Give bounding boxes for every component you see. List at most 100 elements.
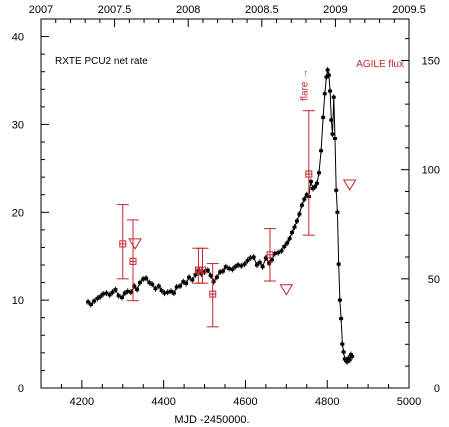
y-right-tick-labels: 0 50 100 150 (422, 55, 440, 395)
x-tick-label: 5000 (397, 396, 421, 408)
rxte-point (147, 281, 152, 285)
rxte-point (263, 256, 268, 260)
rxte-point (272, 252, 277, 256)
top-tick-label: 2008 (176, 4, 200, 16)
agile-point (206, 263, 219, 328)
rxte-point (135, 288, 140, 292)
rxte-point (285, 241, 290, 245)
rxte-point (211, 280, 216, 284)
rxte-point (122, 291, 127, 295)
y-left-tick-labels: 0 10 20 30 40 (12, 32, 24, 395)
rxte-point (119, 296, 124, 300)
rxte-point (248, 256, 253, 260)
rxte-series (86, 66, 355, 365)
rxte-point (287, 237, 292, 241)
rxte-point (270, 258, 275, 262)
rxte-point (184, 281, 189, 285)
rxte-point (113, 288, 118, 292)
rxte-point (260, 265, 265, 269)
rxte-point (218, 270, 223, 274)
rxte-point (279, 249, 284, 253)
rxte-point (299, 203, 304, 207)
agile-point (263, 228, 276, 282)
rxte-point (187, 275, 192, 279)
rxte-point (107, 293, 112, 297)
rxte-point (92, 299, 97, 303)
rxte-point (345, 360, 350, 364)
rxte-point (165, 290, 170, 294)
rxte-point (334, 188, 339, 192)
rxte-point (141, 277, 146, 281)
agile-upper-limits (128, 179, 357, 296)
rxte-point (199, 272, 204, 276)
rxte-point (239, 264, 244, 268)
y-left-tick-label: 0 (18, 383, 24, 395)
rxte-point (329, 118, 334, 122)
rxte-point (110, 290, 115, 294)
rxte-point (132, 284, 137, 288)
rxte-point (332, 136, 337, 140)
top-tick-label: 2009.5 (392, 4, 426, 16)
rxte-point (342, 357, 347, 361)
rxte-point (116, 294, 121, 298)
rxte-point (321, 115, 326, 119)
rxte-point (322, 92, 327, 96)
rxte-point (350, 354, 355, 358)
rxte-point (308, 180, 313, 184)
y-right-tick-label: 0 (434, 383, 440, 395)
agile-label: AGILE flux (356, 59, 404, 70)
rxte-point (257, 260, 262, 264)
rxte-point (326, 73, 331, 77)
agile-series (116, 110, 315, 328)
rxte-point (88, 303, 93, 307)
rxte-point (242, 262, 247, 266)
rxte-point (325, 68, 330, 72)
rxte-point (348, 353, 353, 357)
rxte-point (335, 210, 340, 214)
rxte-point (233, 265, 238, 269)
rxte-point (101, 292, 106, 296)
x-tick-label: 4400 (151, 396, 175, 408)
rxte-point (302, 197, 307, 201)
rxte-point (171, 291, 176, 295)
top-tick-label: 2009 (323, 4, 347, 16)
rxte-point (220, 269, 225, 273)
agile-upper-limit (342, 179, 357, 191)
x-tick-label: 4800 (315, 396, 339, 408)
rxte-point (324, 75, 329, 79)
rxte-point (341, 350, 346, 354)
rxte-point (153, 287, 158, 291)
rxte-point (150, 282, 155, 286)
rxte-point (317, 171, 322, 175)
rxte-point (319, 149, 324, 153)
rxte-point (251, 255, 256, 259)
rxte-point (193, 273, 198, 277)
rxte-point (144, 276, 149, 280)
rxte-point (276, 251, 281, 255)
agile-point (196, 247, 209, 284)
x-tick-label: 4200 (70, 396, 94, 408)
rxte-point (330, 132, 335, 136)
y-left-tick-label: 10 (12, 295, 24, 307)
rxte-point (297, 212, 302, 216)
rxte-point (340, 342, 345, 346)
rxte-point (328, 89, 333, 93)
rxte-point (254, 263, 259, 267)
y-left-tick-label: 40 (12, 32, 24, 44)
rxte-point (205, 268, 210, 272)
y-right-tick-label: 150 (422, 55, 440, 67)
x-axis-label: MJD -2450000. (174, 414, 249, 426)
rxte-point (347, 358, 352, 362)
agile-point (116, 204, 129, 280)
rxte-line (87, 69, 353, 363)
rxte-point (294, 219, 299, 223)
rxte-point (95, 296, 100, 300)
frame-ticks (40, 18, 410, 389)
rxte-point (214, 275, 219, 279)
top-tick-labels: 2007 2007.5 2008 2008.5 2009 2009.5 (29, 4, 426, 16)
top-tick-label: 2007 (29, 4, 53, 16)
rxte-point (190, 278, 195, 282)
flare-label: flare → (300, 69, 311, 101)
rxte-point (315, 181, 319, 185)
